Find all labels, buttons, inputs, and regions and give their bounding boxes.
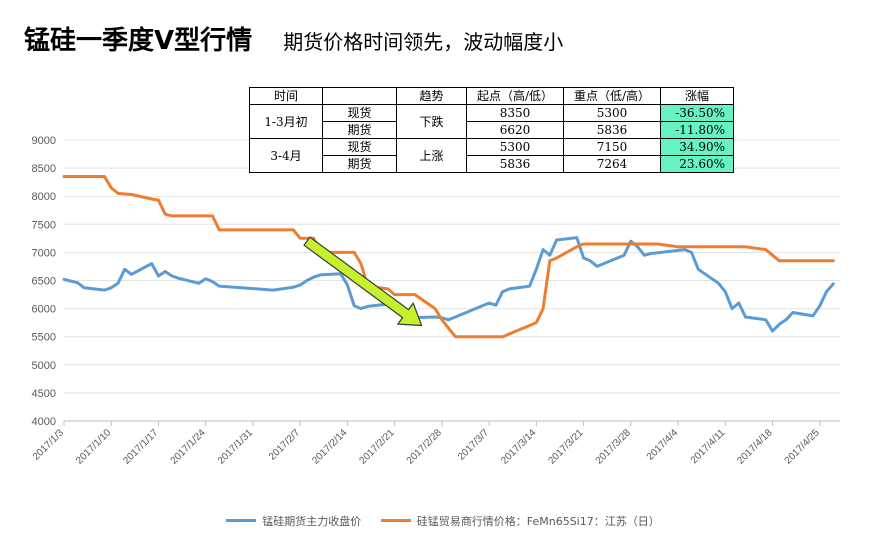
y-tick-label: 5500	[32, 332, 56, 344]
slide-header: 锰硅一季度V型行情 期货价格时间领先，波动幅度小	[24, 20, 563, 57]
legend-item: 锰硅期货主力收盘价	[226, 513, 361, 529]
y-tick-label: 5000	[32, 360, 56, 372]
table-header	[322, 87, 397, 105]
type-cell: 期货	[322, 155, 397, 173]
change-cell: 34.90%	[660, 138, 734, 156]
trend-cell: 上涨	[396, 138, 467, 173]
x-tick-label: 2017/2/7	[267, 427, 303, 463]
table-header-row: 时间 趋势 起点（高/低） 重点（低/高） 涨幅	[249, 87, 734, 105]
type-cell: 期货	[322, 121, 397, 139]
start-cell: 5300	[466, 138, 564, 156]
legend-label: 硅锰贸易商行情价格：FeMn65Si17：江苏（日）	[416, 514, 660, 528]
x-tick-label: 2017/3/14	[499, 427, 539, 467]
change-cell: -11.80%	[660, 121, 734, 139]
period-cell: 1-3月初	[249, 104, 323, 139]
x-tick-label: 2017/2/14	[310, 427, 350, 467]
x-tick-label: 2017/4/25	[783, 427, 823, 467]
x-tick-label: 2017/3/7	[456, 427, 492, 463]
x-tick-label: 2017/4/4	[645, 427, 681, 463]
series-line-1	[62, 236, 835, 333]
type-cell: 现货	[322, 138, 397, 156]
start-cell: 8350	[466, 104, 564, 122]
end-cell: 7150	[563, 138, 661, 156]
y-tick-label: 6500	[32, 276, 56, 288]
summary-table: 时间 趋势 起点（高/低） 重点（低/高） 涨幅 1-3月初 现货 下跌 835…	[249, 87, 734, 173]
chart-legend: 锰硅期货主力收盘价 硅锰贸易商行情价格：FeMn65Si17：江苏（日）	[0, 512, 886, 529]
table-row: 1-3月初 现货 下跌 8350 5300 -36.50%	[249, 104, 734, 139]
y-tick-label: 4000	[32, 416, 56, 428]
y-tick-label: 7500	[32, 219, 56, 231]
start-cell: 6620	[466, 121, 564, 139]
trend-arrow	[303, 236, 423, 327]
table-row: 3-4月 现货 上涨 5300 7150 34.90%	[249, 138, 734, 173]
x-tick-label: 2017/1/10	[74, 427, 114, 467]
legend-swatch	[380, 519, 411, 522]
table-header: 起点（高/低）	[466, 87, 564, 105]
trend-cell: 下跌	[396, 104, 467, 139]
table-header: 重点（低/高）	[563, 87, 661, 105]
y-tick-label: 7000	[32, 247, 56, 259]
legend-swatch	[226, 519, 257, 522]
x-tick-label: 2017/1/31	[216, 427, 256, 467]
table-row: 期货 6620 5836 -11.80%	[250, 121, 734, 139]
type-cell: 现货	[322, 104, 397, 122]
legend-label: 锰硅期货主力收盘价	[262, 514, 362, 528]
y-tick-label: 8500	[32, 163, 56, 175]
x-tick-label: 2017/2/28	[405, 427, 445, 467]
period-cell: 3-4月	[249, 138, 323, 173]
change-cell: 23.60%	[660, 155, 734, 173]
slide-title: 锰硅一季度V型行情	[24, 26, 253, 56]
y-tick-label: 8000	[32, 191, 56, 203]
x-tick-label: 2017/1/17	[121, 427, 161, 467]
start-cell: 5836	[466, 155, 564, 173]
y-tick-label: 4500	[32, 388, 56, 400]
end-cell: 7264	[563, 155, 661, 173]
table-header: 趋势	[396, 87, 467, 105]
legend-item: 硅锰贸易商行情价格：FeMn65Si17：江苏（日）	[380, 513, 660, 529]
x-tick-label: 2017/3/21	[546, 427, 586, 467]
x-tick-label: 2017/1/24	[169, 427, 209, 467]
x-tick-label: 2017/4/18	[735, 427, 775, 467]
change-cell: -36.50%	[660, 104, 734, 122]
table-header: 时间	[249, 87, 323, 105]
x-tick-label: 2017/3/28	[594, 427, 634, 467]
slide-subtitle: 期货价格时间领先，波动幅度小	[283, 30, 564, 54]
table-row: 期货 5836 7264 23.60%	[250, 155, 734, 173]
x-tick-label: 2017/1/3	[31, 427, 67, 463]
y-tick-label: 6000	[32, 304, 56, 316]
x-tick-label: 2017/2/21	[358, 427, 398, 467]
table-header: 涨幅	[660, 87, 734, 105]
series-line-2	[62, 175, 835, 339]
y-tick-label: 9000	[32, 135, 56, 147]
x-tick-label: 2017/4/11	[689, 427, 728, 466]
end-cell: 5836	[563, 121, 661, 139]
end-cell: 5300	[563, 104, 661, 122]
